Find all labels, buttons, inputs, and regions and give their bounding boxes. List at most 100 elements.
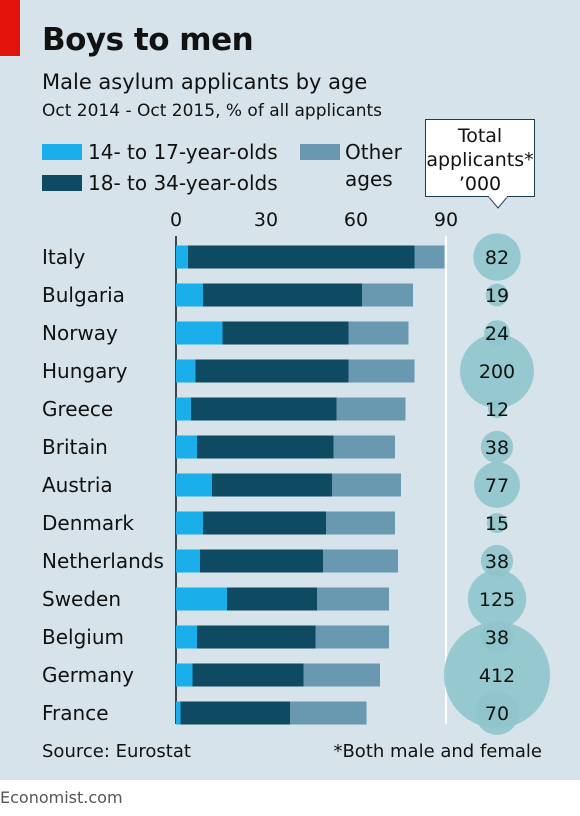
total-value-label: 77	[485, 475, 509, 497]
bar-segment-young	[191, 397, 337, 421]
bar-segment-young	[195, 359, 349, 383]
category-label: Britain	[42, 435, 108, 459]
bar-segment-other	[348, 359, 415, 383]
stacked-bar-chart: 0 30 60 90 Italy Bulgaria Norway Hungary Greece B…	[42, 209, 550, 735]
total-value-label: 24	[485, 323, 509, 345]
bar-segment-young	[227, 587, 317, 611]
bar-segment-young	[192, 663, 304, 687]
total-value-label: 38	[485, 437, 509, 459]
legend-swatch-teen	[42, 144, 82, 160]
bar-segment-young	[222, 321, 349, 345]
total-value-label: 412	[479, 665, 515, 687]
bar-segment-other	[326, 511, 395, 535]
total-value-label: 70	[485, 703, 509, 725]
bar-segment-other	[317, 587, 389, 611]
bar-segment-other	[333, 435, 395, 459]
category-label: Sweden	[42, 587, 121, 611]
bar-segment-other	[414, 245, 445, 269]
brand-red-tag	[0, 0, 20, 56]
category-label: Austria	[42, 473, 113, 497]
category-label: Greece	[42, 397, 113, 421]
bar-segment-young	[203, 283, 362, 307]
bar-segment-other	[362, 283, 413, 307]
bar-segment-other	[332, 473, 401, 497]
total-value-label: 125	[479, 589, 515, 611]
bar-segment-teen	[176, 663, 193, 687]
chart-title: Boys to men	[42, 22, 254, 58]
x-tick-label: 60	[344, 209, 368, 231]
category-label: Norway	[42, 321, 118, 345]
category-label: France	[42, 701, 109, 725]
chart-subtitle: Male asylum applicants by age	[42, 70, 368, 94]
bar-segment-other	[303, 663, 380, 687]
total-bubble	[484, 320, 510, 346]
bar-segment-young	[203, 511, 326, 535]
total-bubble	[467, 569, 527, 629]
category-label: Netherlands	[42, 549, 164, 573]
bar-segment-young	[197, 625, 316, 649]
chart-period: Oct 2014 - Oct 2015, % of all applicants	[42, 101, 382, 121]
total-bubble	[487, 399, 507, 419]
legend-label-teen: 14- to 17-year-olds	[88, 140, 278, 164]
callout-line-3: ’000	[458, 173, 502, 195]
bar-segment-teen	[176, 321, 223, 345]
bar-segment-young	[197, 435, 334, 459]
category-label: Italy	[42, 245, 86, 269]
bar-segment-teen	[176, 549, 200, 573]
total-bubble	[480, 544, 514, 578]
total-value-label: 12	[485, 399, 509, 421]
bar-segment-teen	[176, 511, 203, 535]
bar-segment-teen	[176, 701, 181, 725]
legend-label-other-line2: ages	[345, 167, 393, 191]
total-value-label: 82	[485, 247, 509, 269]
bar-segment-other	[348, 321, 409, 345]
bar-segment-other	[315, 625, 389, 649]
total-bubble	[444, 622, 550, 728]
bar-segment-teen	[176, 473, 212, 497]
category-label: Hungary	[42, 359, 128, 383]
x-tick-label: 90	[434, 209, 458, 231]
x-tick-label: 0	[170, 209, 182, 231]
bar-segment-teen	[176, 397, 191, 421]
category-label: Belgium	[42, 625, 124, 649]
legend-swatch-young	[42, 175, 82, 191]
total-value-label: 200	[479, 361, 515, 383]
total-bubble	[480, 620, 514, 654]
total-value-label: 15	[485, 513, 509, 535]
callout-arrow-icon	[488, 196, 508, 209]
total-bubble	[486, 512, 508, 534]
total-value-label: 19	[485, 285, 509, 307]
bar-segment-teen	[176, 359, 196, 383]
footnote: *Both male and female	[333, 741, 542, 762]
total-value-label: 38	[485, 551, 509, 573]
total-value-label: 38	[485, 627, 509, 649]
x-tick-label: 30	[254, 209, 278, 231]
bar-segment-teen	[176, 283, 203, 307]
total-bubble	[485, 283, 509, 307]
callout-line-1: Total	[457, 125, 503, 147]
total-bubble	[474, 462, 520, 508]
category-label: Denmark	[42, 511, 134, 535]
brand-label: Economist.com	[0, 788, 123, 807]
total-bubble	[460, 334, 534, 408]
category-label: Bulgaria	[42, 283, 125, 307]
bar-segment-other	[290, 701, 367, 725]
totals-callout: Total applicants* ’000	[425, 119, 535, 197]
bar-segment-teen	[176, 587, 227, 611]
bar-segment-young	[212, 473, 332, 497]
bar-segment-young	[200, 549, 323, 573]
total-bubble	[480, 430, 514, 464]
source-note: Source: Eurostat	[42, 741, 191, 762]
total-bubble	[473, 233, 521, 281]
bar-segment-teen	[176, 625, 197, 649]
legend-label-young: 18- to 34-year-olds	[88, 171, 278, 195]
bar-segment-young	[188, 245, 415, 269]
total-bubble	[475, 691, 519, 735]
bar-segment-other	[336, 397, 406, 421]
bar-segment-teen	[176, 435, 197, 459]
bar-segment-other	[323, 549, 398, 573]
bar-segment-teen	[176, 245, 188, 269]
legend-swatch-other	[300, 144, 340, 160]
bar-segment-young	[180, 701, 290, 725]
callout-line-2: applicants*	[426, 149, 534, 171]
